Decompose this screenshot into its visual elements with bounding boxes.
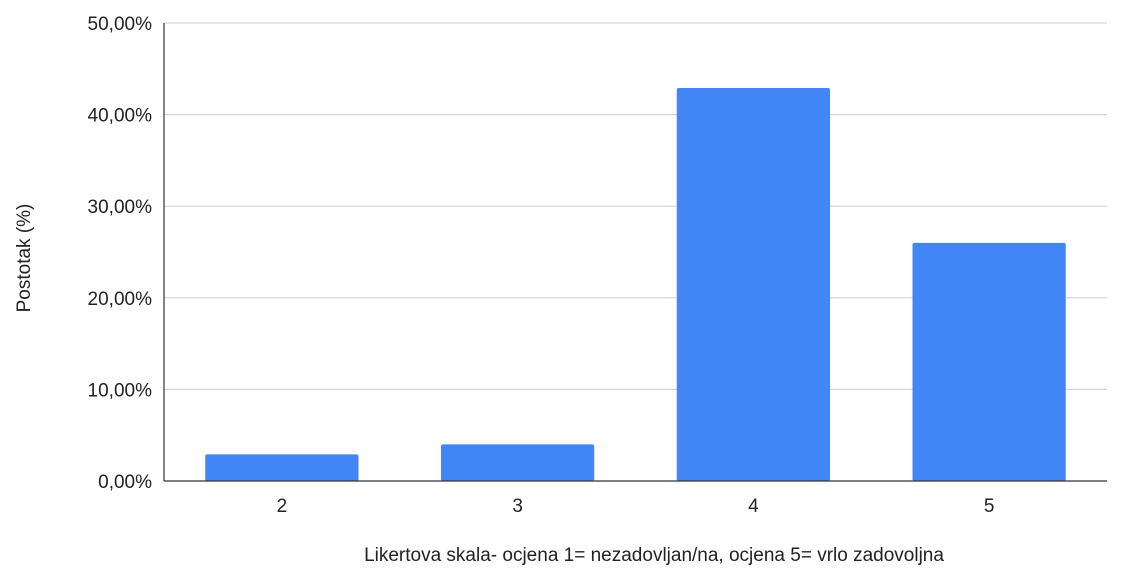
x-axis-title: Likertova skala- ocjena 1= nezadovljan/n…	[364, 545, 944, 566]
y-tick-label: 0,00%	[98, 472, 152, 493]
y-tick-label: 30,00%	[88, 197, 153, 218]
x-tick-label: 3	[512, 496, 523, 517]
y-tick-label: 10,00%	[88, 380, 153, 401]
x-tick-labels: 2 3 4 5	[277, 496, 995, 517]
x-tick-label: 4	[748, 496, 759, 517]
bar-2	[205, 454, 359, 481]
y-tick-label: 20,00%	[88, 289, 153, 310]
bar-4	[676, 88, 830, 481]
y-axis-title: Postotak (%)	[14, 204, 35, 313]
y-tick-labels: 0,00% 10,00% 20,00% 30,00% 40,00% 50,00%	[88, 14, 153, 493]
axes	[163, 23, 1107, 482]
bars	[205, 88, 1066, 481]
bar-3	[441, 444, 595, 481]
y-tick-label: 50,00%	[88, 14, 153, 35]
y-tick-label: 40,00%	[88, 106, 153, 127]
x-tick-label: 5	[984, 496, 995, 517]
bar-5	[912, 242, 1066, 481]
x-tick-label: 2	[277, 496, 288, 517]
